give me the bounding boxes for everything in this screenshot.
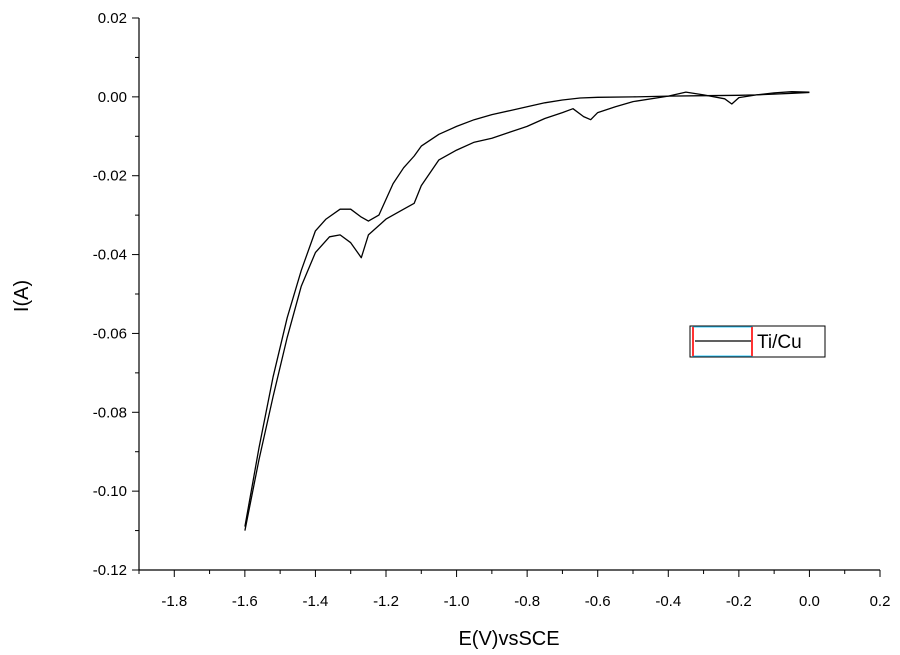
x-tick-label: -0.6 <box>585 593 611 610</box>
y-axis-title: I(A) <box>11 280 33 312</box>
y-tick-label: 0.00 <box>98 89 127 106</box>
x-tick-label: -0.2 <box>726 593 752 610</box>
x-tick-label: -1.4 <box>302 593 328 610</box>
x-tick-label: -1.6 <box>232 593 258 610</box>
y-tick-label: -0.10 <box>93 483 127 500</box>
y-tick-label: -0.08 <box>93 404 127 421</box>
x-tick-label: -1.2 <box>373 593 399 610</box>
series-line-1 <box>244 91 810 527</box>
y-tick-label: -0.04 <box>93 247 127 264</box>
y-tick-label: -0.02 <box>93 168 127 185</box>
x-tick-label: -0.8 <box>514 593 540 610</box>
x-axis: -1.8 -1.6 -1.4 -1.2 -1.0 -0.8 -0.6 -0.4 -0.2 0.0 0… <box>138 570 891 610</box>
legend-label: Ti/Cu <box>757 332 802 353</box>
x-tick-label: 0.0 <box>799 593 820 610</box>
x-tick-label: 0.2 <box>870 593 891 610</box>
x-axis-title: E(V)vsSCE <box>458 628 559 650</box>
y-tick-label: -0.12 <box>93 562 127 579</box>
series-layer <box>244 91 810 531</box>
x-tick-label: -0.4 <box>655 593 681 610</box>
y-axis: -0.12 -0.10 -0.08 -0.06 -0.04 -0.02 0.00 0.02 <box>93 10 139 579</box>
y-tick-label: 0.02 <box>98 10 127 27</box>
series-line-0 <box>244 91 810 531</box>
y-tick-label: -0.06 <box>93 325 127 342</box>
x-tick-label: -1.0 <box>444 593 470 610</box>
x-tick-label: -1.8 <box>161 593 187 610</box>
legend: Ti/Cu <box>689 325 826 358</box>
plot-frame <box>138 18 880 571</box>
